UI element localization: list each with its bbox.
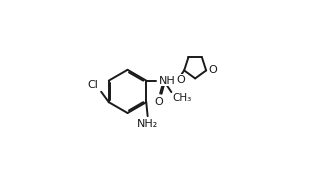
Text: Cl: Cl [87,80,98,90]
Text: O: O [154,97,163,107]
Text: O: O [177,75,186,85]
Text: CH₃: CH₃ [172,93,191,103]
Text: NH₂: NH₂ [137,119,158,129]
Text: O: O [209,65,217,75]
Text: NH: NH [159,76,176,86]
